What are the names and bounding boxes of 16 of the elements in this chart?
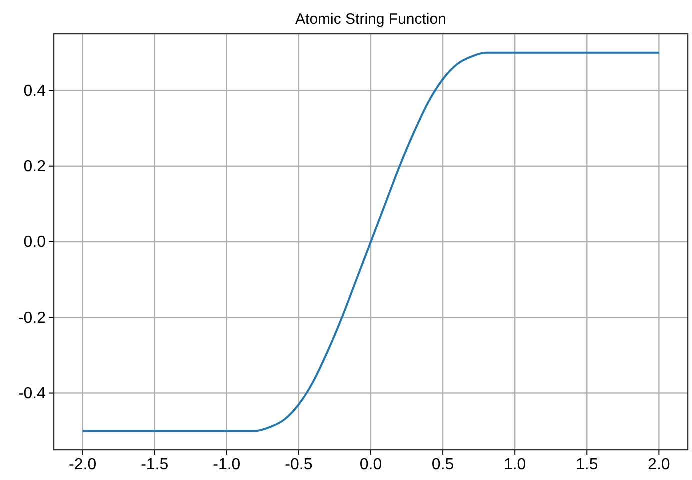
x-tick-label: -1.0: [213, 456, 241, 474]
y-tick-label: 0.2: [24, 158, 46, 176]
y-tick-label: 0.4: [24, 82, 46, 100]
x-tick-label: -1.5: [141, 456, 169, 474]
chart-title: Atomic String Function: [296, 11, 446, 28]
x-tick-label: -0.5: [285, 456, 313, 474]
x-tick-label: 2.0: [648, 456, 670, 474]
y-tick-label: -0.4: [18, 385, 46, 402]
line-series: [82, 52, 660, 432]
x-tick-label: 1.0: [504, 456, 526, 474]
x-tick-label: 0.0: [360, 456, 382, 474]
x-tick-label: 1.5: [576, 456, 598, 474]
y-tick-label: -0.2: [18, 310, 46, 327]
x-tick-label: -2.0: [69, 456, 97, 474]
x-tick-label: 0.5: [432, 456, 454, 474]
y-tick-label: 0.0: [24, 234, 46, 252]
